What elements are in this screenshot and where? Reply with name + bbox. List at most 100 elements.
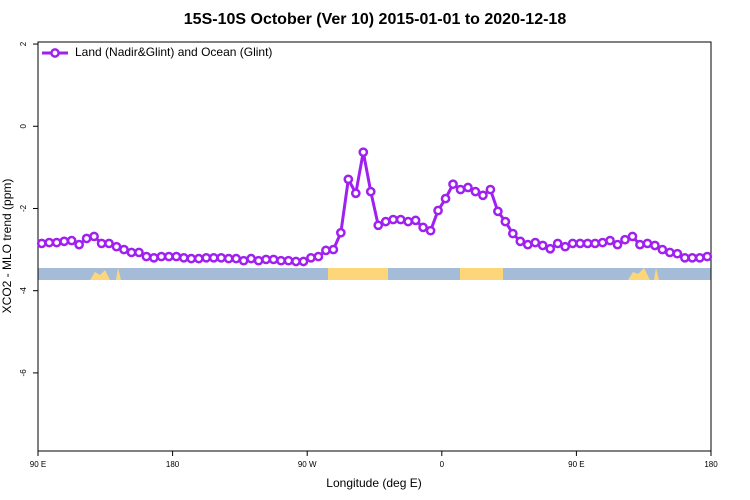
data-point [605, 235, 615, 246]
land-ocean-strip [38, 268, 711, 280]
data-point [687, 252, 698, 263]
data-point [201, 252, 212, 263]
data-point [134, 247, 144, 258]
data-point [635, 239, 645, 250]
data-point [567, 238, 578, 249]
data-point [440, 193, 451, 204]
data-point [276, 255, 286, 266]
data-point [597, 237, 608, 248]
data-point [298, 256, 309, 267]
data-point [268, 254, 279, 265]
x-tick-label: 90 W [298, 460, 317, 469]
data-point [44, 237, 55, 248]
data-point [156, 251, 167, 262]
data-point [582, 238, 593, 249]
data-point [66, 235, 77, 246]
data-point [530, 237, 541, 248]
data-point [111, 241, 122, 252]
data-point [291, 256, 301, 267]
data-point [119, 244, 129, 255]
data-point [590, 238, 600, 249]
data-point [178, 252, 189, 263]
data-point [500, 216, 511, 227]
legend-marker [50, 48, 60, 58]
data-point [193, 253, 204, 264]
data-point [253, 255, 264, 266]
data-point [283, 255, 294, 266]
x-tick-label: 90 E [30, 460, 46, 469]
data-point [59, 236, 70, 247]
data-point [507, 228, 518, 239]
data-point [343, 174, 354, 185]
data-point [657, 244, 668, 255]
data-point [388, 214, 399, 225]
data-point [164, 251, 174, 262]
data-point [552, 238, 563, 249]
y-tick-label: -6 [19, 369, 28, 377]
chart-title: 15S-10S October (Ver 10) 2015-01-01 to 2… [184, 11, 567, 28]
data-point [620, 234, 630, 245]
data-point [358, 147, 369, 158]
data-point [171, 251, 182, 262]
x-tick-label: 180 [704, 460, 718, 469]
data-point [321, 245, 331, 256]
legend-label: Land (Nadir&Glint) and Ocean (Glint) [75, 45, 272, 59]
data-point [350, 188, 361, 199]
plot-frame [37, 41, 712, 452]
data-point [223, 253, 234, 264]
data-point [560, 241, 571, 252]
data-point [448, 179, 458, 190]
data-point [433, 205, 443, 216]
data-point [380, 216, 391, 227]
data-point [702, 251, 713, 262]
y-axis-label: XCO2 - MLO trend (ppm) [0, 179, 14, 314]
data-point [515, 236, 526, 247]
data-point [328, 244, 339, 255]
data-point [455, 184, 466, 195]
data-point [478, 190, 488, 201]
data-point [208, 252, 219, 263]
data-point [51, 237, 62, 248]
data-point [36, 238, 47, 249]
data-point [642, 238, 653, 249]
data-point [403, 216, 413, 227]
data-point [89, 231, 99, 242]
data-point [231, 253, 242, 264]
y-tick-label: 2 [19, 41, 28, 46]
data-point [650, 240, 660, 251]
data-point [261, 254, 271, 265]
data-point [425, 225, 436, 236]
data-point [485, 184, 496, 195]
data-point [418, 222, 428, 233]
data-point [186, 253, 197, 264]
data-point [522, 239, 533, 250]
data-point [627, 231, 638, 242]
data-point [679, 252, 690, 263]
data-point [96, 238, 107, 249]
data-point [410, 215, 421, 226]
x-tick-label: 90 E [568, 460, 584, 469]
data-point [306, 252, 316, 263]
data-point [537, 240, 548, 251]
data-point [246, 253, 256, 264]
data-point [493, 206, 503, 217]
data-point [126, 247, 137, 258]
data-point [81, 233, 92, 244]
data-point [463, 182, 473, 193]
x-tick-label: 180 [166, 460, 180, 469]
data-point [694, 252, 705, 263]
data-point [238, 255, 249, 266]
data-point [149, 252, 159, 263]
data-point [545, 243, 556, 254]
y-tick-label: -4 [19, 287, 28, 295]
data-point [313, 251, 324, 262]
data-point [470, 186, 481, 197]
data-point [395, 214, 406, 225]
data-point [216, 252, 227, 263]
x-axis-label: Longitude (deg E) [326, 476, 421, 490]
series-line [41, 151, 708, 264]
data-point [575, 238, 585, 249]
data-point [672, 248, 683, 259]
data-point [665, 247, 675, 258]
